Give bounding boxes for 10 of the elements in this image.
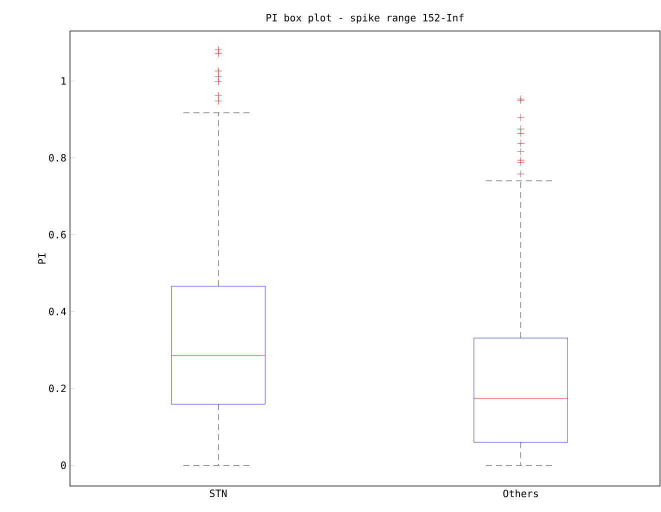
y-tick-label: 0.4 xyxy=(49,308,66,316)
y-tick-label: 0 xyxy=(61,461,66,470)
x-tick-label: Others xyxy=(503,490,538,498)
chart-title: PI box plot - spike range 152-Inf xyxy=(266,14,464,24)
y-tick-label: 0.8 xyxy=(49,154,66,162)
y-tick-label: 0.2 xyxy=(49,384,66,392)
y-tick-label: 1 xyxy=(62,77,66,85)
y-tick-label: 0.6 xyxy=(49,230,66,238)
y-axis-title: PI xyxy=(38,253,46,264)
x-tick-label: STN xyxy=(210,490,227,498)
